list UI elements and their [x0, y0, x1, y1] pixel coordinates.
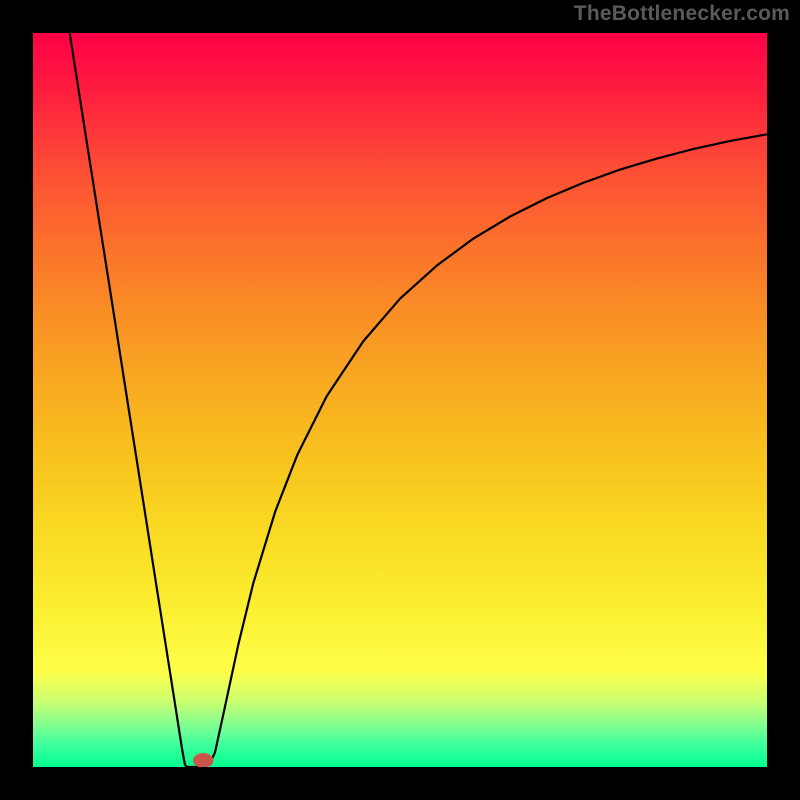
plot-area	[33, 33, 767, 767]
gradient-background	[33, 33, 767, 767]
chart-frame: TheBottlenecker.com	[0, 0, 800, 800]
watermark-text: TheBottlenecker.com	[574, 2, 790, 26]
plot-svg	[33, 33, 767, 767]
